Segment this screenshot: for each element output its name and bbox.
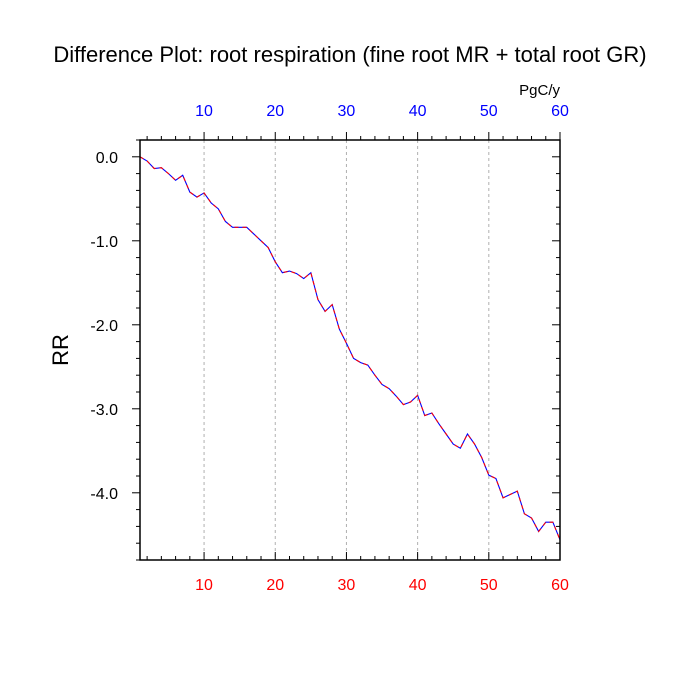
x-tick-label-bottom: 20 bbox=[266, 577, 284, 594]
units-label: PgC/y bbox=[519, 82, 560, 99]
x-tick-label-bottom: 50 bbox=[480, 577, 498, 594]
series-layer bbox=[139, 156, 561, 541]
y-tick-label: 0.0 bbox=[96, 150, 118, 167]
x-tick-label-bottom: 40 bbox=[409, 577, 427, 594]
tick-labels: 10 10 20 20 30 30 40 40 50 50 60 60 0.0 -1.0 -2.0 -3.0 -… bbox=[90, 103, 569, 594]
x-tick-label-top: 10 bbox=[195, 103, 213, 120]
x-tick-label-bottom: 30 bbox=[338, 577, 356, 594]
grid-lines bbox=[203, 140, 490, 560]
plot-frame bbox=[139, 139, 561, 561]
x-tick-label-top: 20 bbox=[266, 103, 284, 120]
y-tick-label: -2.0 bbox=[90, 318, 118, 335]
y-tick-label: -1.0 bbox=[90, 234, 118, 251]
chart-title: Difference Plot: root respiration (fine … bbox=[53, 42, 646, 67]
x-tick-label-bottom: 10 bbox=[195, 577, 213, 594]
x-tick-label-bottom: 60 bbox=[551, 577, 569, 594]
x-tick-label-top: 30 bbox=[338, 103, 356, 120]
x-tick-label-top: 40 bbox=[409, 103, 427, 120]
series-line-dashed bbox=[139, 156, 561, 541]
y-axis-label: RR bbox=[48, 334, 73, 366]
y-tick-label: -3.0 bbox=[90, 402, 118, 419]
y-tick-label: -4.0 bbox=[90, 486, 118, 503]
x-tick-label-top: 60 bbox=[551, 103, 569, 120]
x-tick-label-top: 50 bbox=[480, 103, 498, 120]
